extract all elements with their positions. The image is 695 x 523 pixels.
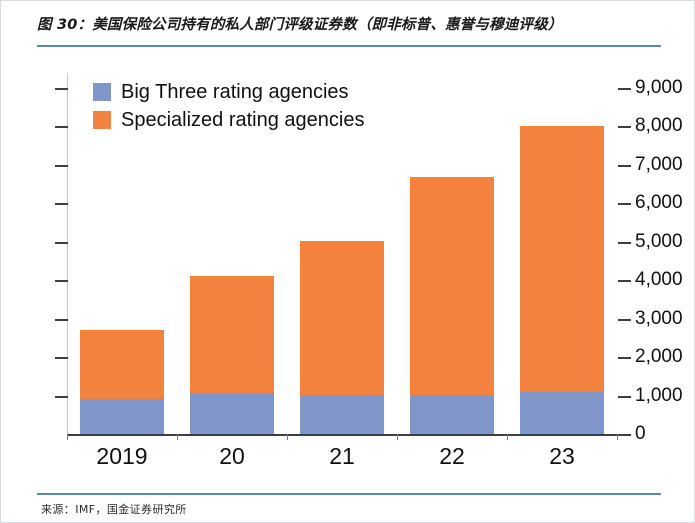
legend-label-specialized: Specialized rating agencies [121, 109, 365, 131]
x-tick [617, 434, 618, 440]
y-tick-left [55, 126, 68, 129]
plot-area: 0 1,000 2,000 3,000 4,000 5,000 6,000 7,000 8,00… [1, 61, 695, 469]
legend-item-big-three: Big Three rating agencies [93, 79, 423, 105]
y-tick-label: 1,000 [635, 384, 683, 406]
y-tick-right [618, 434, 631, 436]
y-tick-left [55, 203, 68, 206]
y-tick-right [618, 164, 631, 167]
y-tick-label: 2,000 [635, 346, 683, 368]
x-tick-label: 2019 [96, 443, 148, 469]
bar-segment-big-three [520, 391, 604, 434]
x-tick [67, 434, 68, 440]
y-tick-right [618, 395, 631, 398]
y-tick-left [55, 395, 68, 398]
y-tick-left [55, 241, 68, 244]
title-divider [37, 45, 661, 47]
x-axis-line [67, 434, 617, 436]
bar-segment-specialized [190, 275, 274, 393]
y-tick-left [55, 164, 68, 167]
y-tick-left [55, 88, 68, 90]
y-tick-right [618, 88, 631, 90]
bar-segment-specialized [300, 240, 384, 395]
x-tick [177, 434, 178, 440]
y-tick-label: 3,000 [635, 307, 683, 329]
y-tick-left [55, 280, 68, 283]
source-divider [37, 493, 661, 495]
y-tick-left [55, 318, 68, 321]
y-axis-line [67, 73, 68, 434]
y-tick-label: 5,000 [635, 230, 683, 252]
bar-group [300, 61, 384, 434]
y-tick-right [618, 357, 631, 360]
chart-legend: Big Three rating agencies Specialized ra… [93, 79, 423, 135]
x-tick [397, 434, 398, 440]
bar-segment-big-three [410, 394, 494, 434]
y-tick-label: 4,000 [635, 269, 683, 291]
legend-swatch-icon-specialized [93, 111, 111, 129]
y-tick-label: 8,000 [635, 115, 683, 137]
bar-group [190, 61, 274, 434]
x-tick-label: 23 [549, 443, 575, 469]
y-tick-label: 9,000 [635, 77, 683, 98]
y-tick-label: 6,000 [635, 192, 683, 214]
page-title: 图 30：美国保险公司持有的私人部门评级证券数（即非标普、惠誉与穆迪评级） [37, 17, 563, 33]
bar-series-container [67, 61, 617, 434]
y-tick-left [55, 357, 68, 360]
bar-segment-big-three [190, 392, 274, 434]
bar-segment-specialized [80, 329, 164, 400]
figure-title-block: 图 30：美国保险公司持有的私人部门评级证券数（即非标普、惠誉与穆迪评级） [37, 15, 667, 35]
bar-group [520, 61, 604, 434]
x-tick-label: 21 [329, 443, 355, 469]
y-tick-right [618, 126, 631, 129]
y-tick-right [618, 241, 631, 244]
x-tick-label: 22 [439, 443, 465, 469]
bar-segment-specialized [410, 176, 494, 395]
y-tick-right [618, 280, 631, 283]
bar-segment-big-three [300, 394, 384, 434]
bar-segment-specialized [520, 126, 604, 392]
legend-item-specialized: Specialized rating agencies [93, 107, 423, 133]
x-tick [287, 434, 288, 440]
y-tick-right [618, 203, 631, 206]
bar-segment-big-three [80, 399, 164, 434]
y-tick-label: 0 [635, 423, 646, 444]
y-tick-right [618, 318, 631, 321]
bar-group [80, 61, 164, 434]
source-note: 来源：IMF，国金证券研究所 [41, 503, 187, 516]
x-tick-label: 20 [219, 443, 245, 469]
legend-label-big-three: Big Three rating agencies [121, 81, 349, 103]
x-tick [507, 434, 508, 440]
y-tick-label: 7,000 [635, 153, 683, 175]
bar-group [410, 61, 494, 434]
legend-swatch-icon-big-three [93, 83, 111, 101]
